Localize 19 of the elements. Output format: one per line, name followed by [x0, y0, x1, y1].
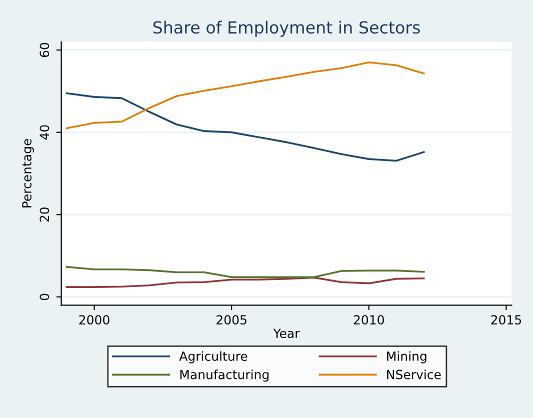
- x-tick-label: 2010: [354, 315, 384, 325]
- legend-label: Agriculture: [179, 351, 248, 364]
- x-tick-label: 2000: [79, 315, 110, 325]
- y-tick-label: 20: [40, 207, 50, 222]
- y-tick-label: 0: [40, 294, 50, 300]
- chart-title: Share of Employment in Sectors: [153, 20, 420, 37]
- legend-label: Manufacturing: [180, 370, 269, 382]
- x-axis-title: Year: [273, 328, 300, 338]
- x-tick-label: 2005: [216, 315, 246, 325]
- legend-label: NService: [387, 370, 441, 380]
- y-axis-title: Percentage: [22, 138, 34, 208]
- x-tick-label: 2015: [491, 315, 521, 325]
- y-tick-label: 60: [40, 42, 50, 58]
- line-series: [66, 266, 425, 278]
- y-tick-label: 40: [40, 125, 50, 140]
- line-series: [66, 276, 425, 288]
- line-series: [66, 92, 425, 162]
- legend-label: Mining: [387, 351, 426, 364]
- line-series: [66, 61, 425, 130]
